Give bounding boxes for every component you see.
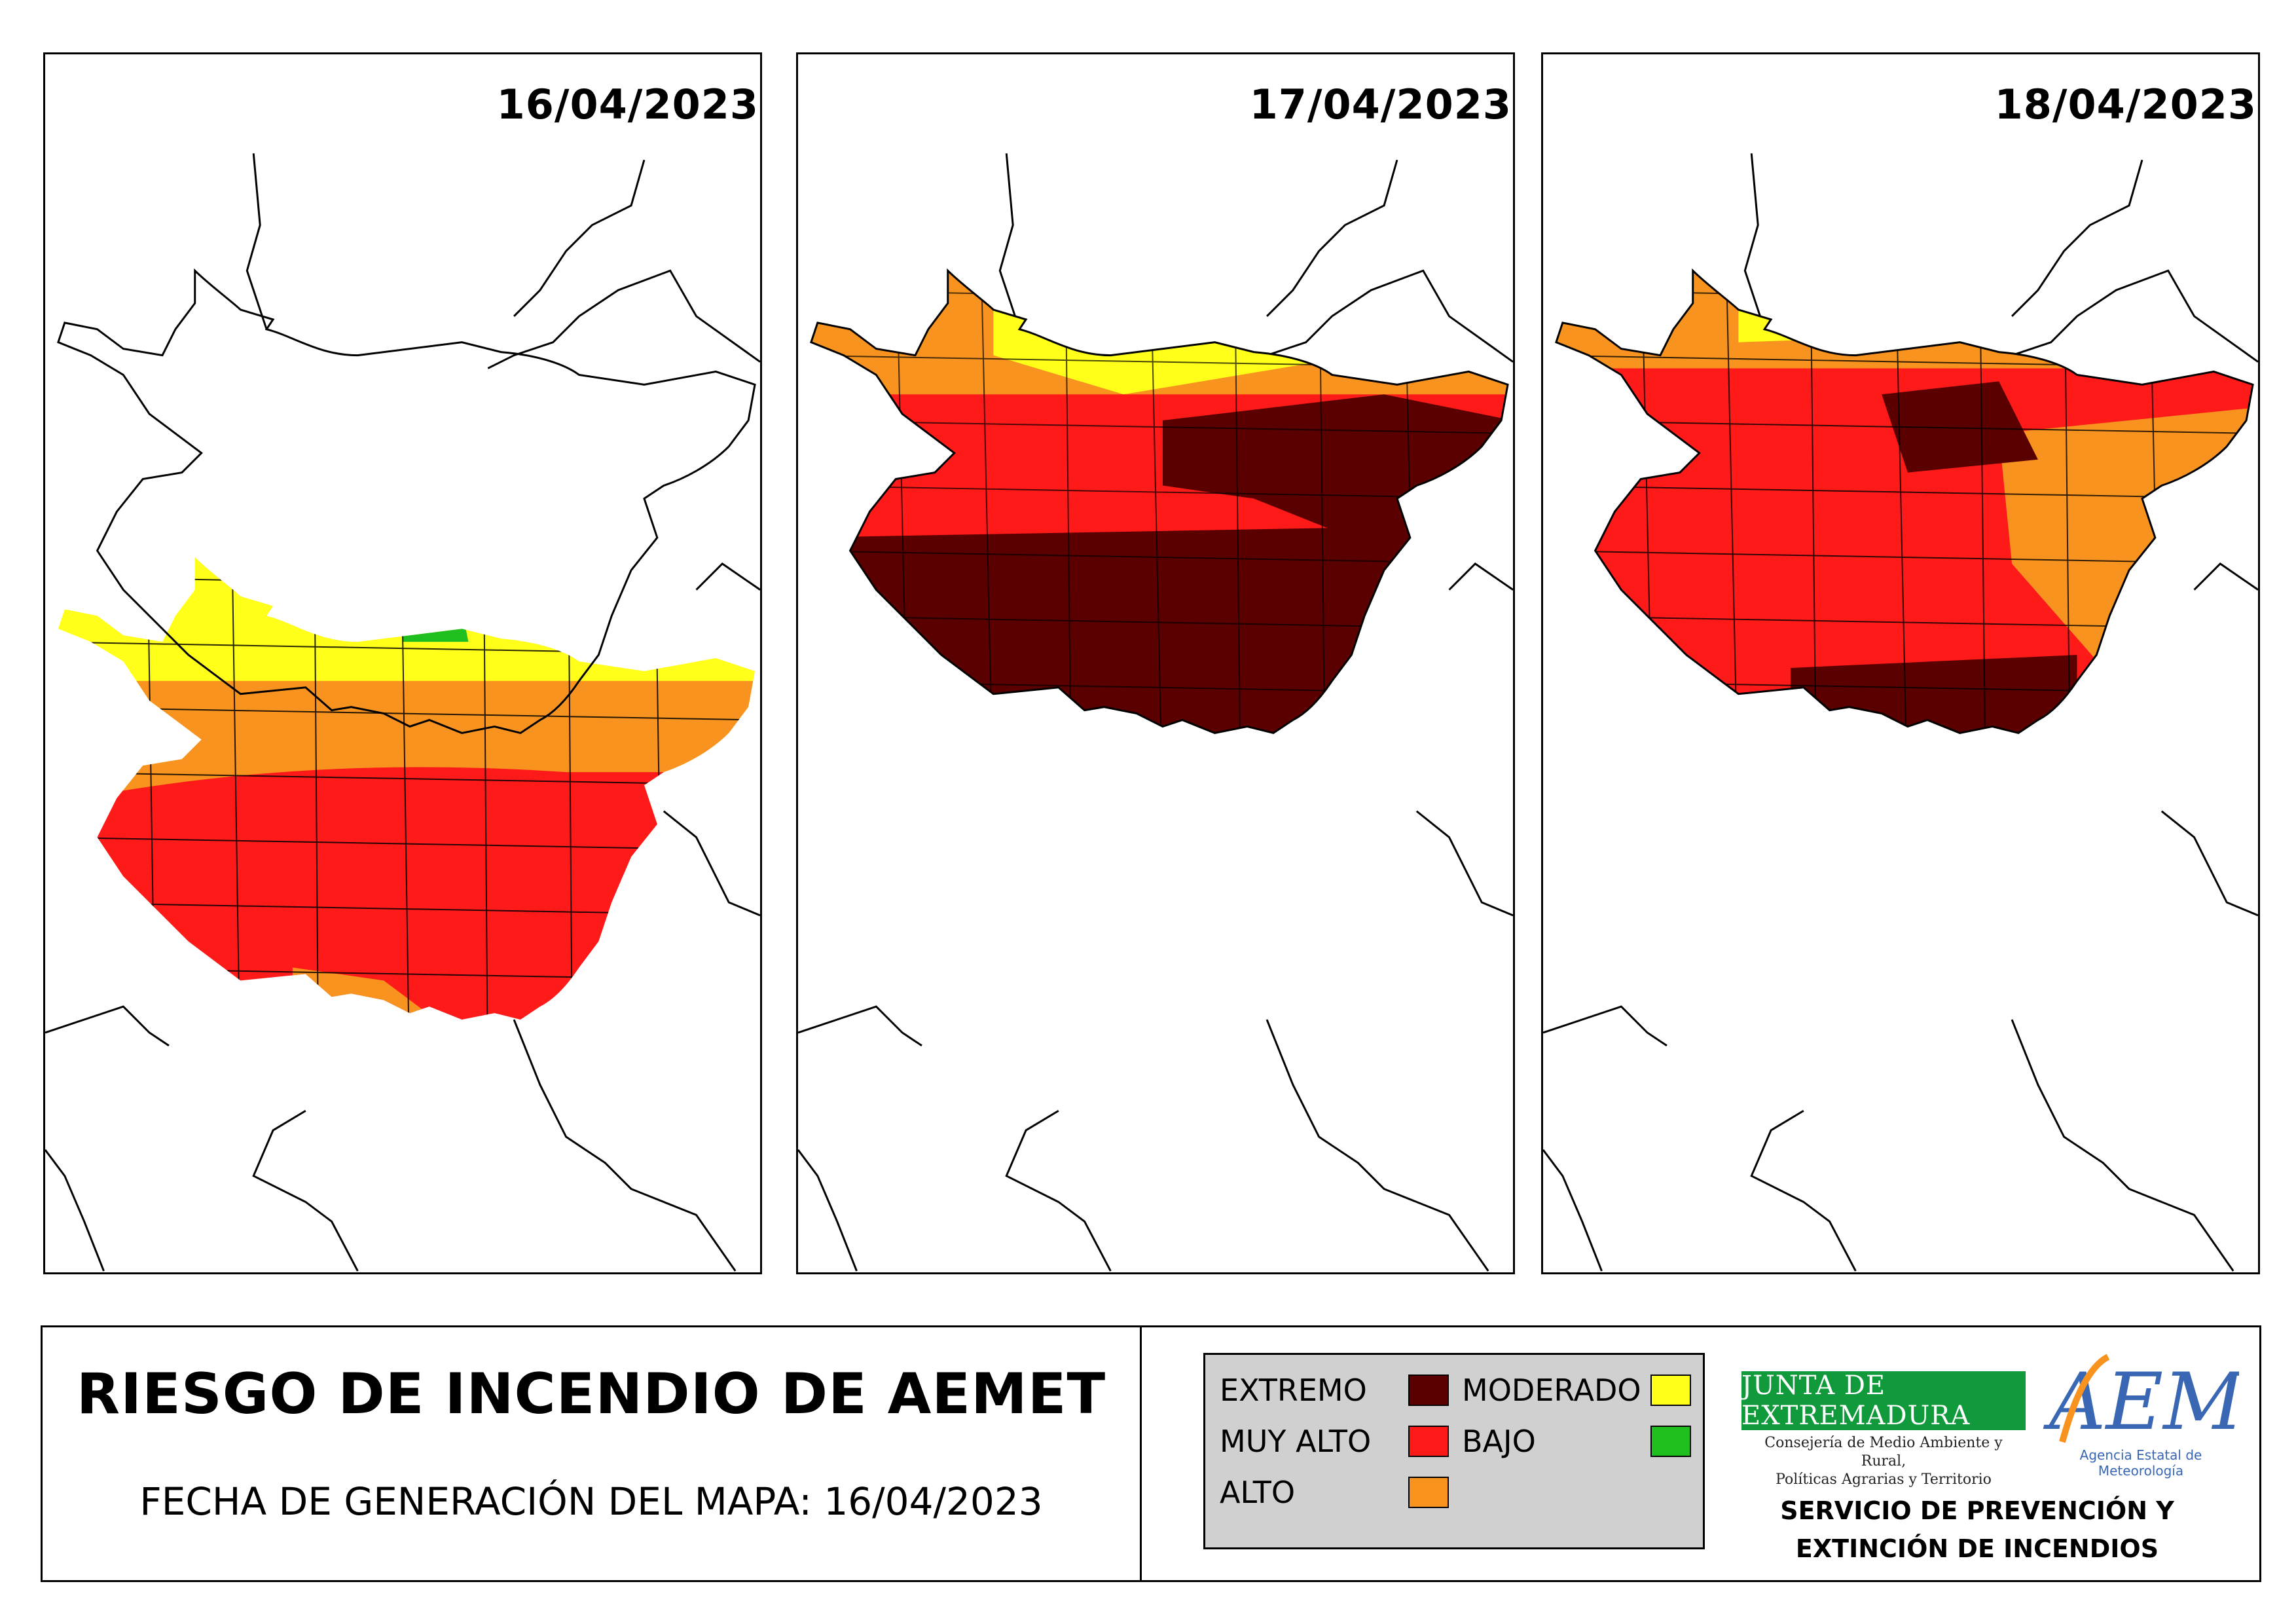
risk-zones	[58, 557, 756, 1020]
legend-label: ALTO	[1220, 1475, 1296, 1510]
panel-date: 17/04/2023	[1249, 81, 1512, 128]
legend-swatch-bajo	[1650, 1426, 1691, 1457]
generation-date: FECHA DE GENERACIÓN DEL MAPA: 16/04/2023	[139, 1479, 1043, 1524]
junta-logo: JUNTA DE EXTREMADURA	[1741, 1371, 2026, 1431]
footer-divider	[1140, 1327, 1142, 1580]
legend-item-alto: ALTO	[1220, 1473, 1295, 1512]
legend-swatch-muy-alto	[1408, 1426, 1449, 1457]
main-title: RIESGO DE INCENDIO DE AEMET	[76, 1361, 1106, 1427]
neighbor-borders	[1543, 153, 2258, 1272]
service-line-1: SERVICIO DE PREVENCIÓN Y	[1780, 1496, 2174, 1525]
legend-label: BAJO	[1462, 1424, 1536, 1459]
legend: EXTREMO MUY ALTO ALTO MODERADO BAJO	[1203, 1353, 1705, 1549]
panel-date: 18/04/2023	[1994, 81, 2257, 128]
aemet-logo: AEMet	[2043, 1354, 2239, 1448]
legend-label: MUY ALTO	[1220, 1424, 1372, 1459]
map-1	[45, 153, 760, 1272]
map-2	[798, 153, 1513, 1272]
neighbor-borders	[45, 153, 760, 1272]
aemet-subtitle: Agencia Estatal de Meteorología	[2079, 1447, 2202, 1479]
map-3	[1543, 153, 2258, 1272]
junta-subtitle-line-1: Consejería de Medio Ambiente y Rural,	[1764, 1435, 2003, 1469]
legend-item-muy-alto: MUY ALTO	[1220, 1422, 1371, 1461]
legend-swatch-extremo	[1408, 1375, 1449, 1406]
legend-label: MODERADO	[1462, 1373, 1641, 1408]
junta-subtitle-line-2: Políticas Agrarias y Territorio	[1776, 1471, 1992, 1488]
legend-item-extremo: EXTREMO	[1220, 1371, 1367, 1410]
legend-swatch-moderado	[1650, 1375, 1691, 1406]
service-title: SERVICIO DE PREVENCIÓN Y EXTINCIÓN DE IN…	[1722, 1492, 2232, 1568]
legend-swatch-alto	[1408, 1477, 1449, 1508]
map-panel-2: 17/04/2023	[796, 52, 1515, 1274]
service-line-2: EXTINCIÓN DE INCENDIOS	[1795, 1534, 2159, 1563]
legend-item-bajo: BAJO	[1462, 1422, 1536, 1461]
panel-date: 16/04/2023	[496, 81, 759, 128]
map-panel-3: 18/04/2023	[1541, 52, 2260, 1274]
legend-item-moderado: MODERADO	[1462, 1371, 1641, 1410]
neighbor-borders	[798, 153, 1513, 1272]
junta-subtitle: Consejería de Medio Ambiente y Rural, Po…	[1741, 1434, 2026, 1489]
footer-box: RIESGO DE INCENDIO DE AEMET FECHA DE GEN…	[41, 1325, 2261, 1582]
legend-label: EXTREMO	[1220, 1373, 1367, 1408]
map-panel-1: 16/04/2023	[43, 52, 762, 1274]
